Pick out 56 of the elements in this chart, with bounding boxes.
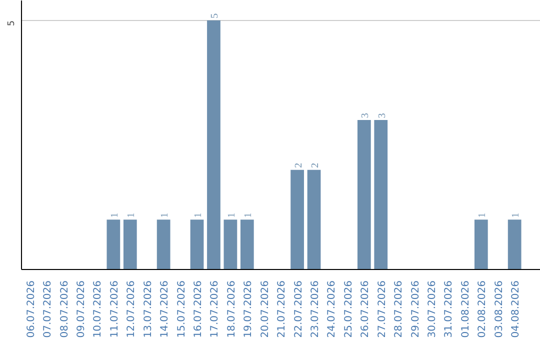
- data-label: 2: [310, 162, 322, 168]
- x-tick-label: 17.07.2026: [210, 280, 221, 338]
- x-tick-label: 07.07.2026: [42, 280, 54, 338]
- x-tick-label: 22.07.2026: [293, 280, 304, 338]
- bar: [224, 220, 238, 270]
- data-label: 2: [293, 162, 304, 168]
- data-label: 1: [226, 212, 238, 218]
- bar: [207, 20, 220, 270]
- data-label: 1: [243, 212, 254, 218]
- data-label: 1: [193, 212, 204, 218]
- bar: [190, 220, 204, 270]
- bar: [123, 220, 137, 270]
- data-label: 1: [126, 212, 138, 218]
- data-label: 1: [160, 212, 171, 218]
- x-tick-label: 12.07.2026: [126, 280, 138, 338]
- x-tick-label: 28.07.2026: [394, 280, 405, 338]
- data-label: 5: [210, 13, 221, 18]
- x-tick-label: 30.07.2026: [427, 280, 438, 338]
- data-label: 3: [376, 113, 388, 118]
- x-tick-label: 11.07.2026: [109, 280, 120, 338]
- x-tick-label: 31.07.2026: [444, 280, 455, 338]
- x-tick-label: 20.07.2026: [260, 280, 271, 338]
- bar: [156, 220, 170, 270]
- bar: [240, 220, 254, 270]
- x-tick-label: 02.08.2026: [477, 280, 488, 338]
- x-tick-label: 13.07.2026: [142, 280, 154, 338]
- bar: [307, 170, 321, 270]
- data-label: 3: [360, 113, 372, 118]
- x-tick-label: 09.07.2026: [76, 280, 87, 338]
- bar: [374, 120, 388, 270]
- x-tick-label: 15.07.2026: [176, 280, 188, 338]
- x-tick-label: 26.07.2026: [360, 280, 372, 338]
- x-tick-label: 19.07.2026: [243, 280, 254, 338]
- x-tick-label: 16.07.2026: [193, 280, 204, 338]
- bar: [357, 120, 371, 270]
- x-tick-label: 10.07.2026: [92, 280, 104, 338]
- bar: [290, 170, 304, 270]
- bar: [474, 220, 488, 270]
- x-tick-label: 29.07.2026: [410, 280, 422, 338]
- x-tick-label: 24.07.2026: [326, 280, 338, 338]
- x-tick-label: 18.07.2026: [226, 280, 238, 338]
- data-label: 1: [109, 212, 120, 218]
- x-tick-label: 14.07.2026: [160, 280, 171, 338]
- x-tick-label: 06.07.2026: [26, 280, 37, 338]
- x-tick-label: 08.07.2026: [59, 280, 70, 338]
- bar: [508, 220, 522, 270]
- x-tick-label: 03.08.2026: [494, 280, 505, 338]
- bar: [106, 220, 120, 270]
- x-tick-label: 25.07.2026: [343, 280, 354, 338]
- x-tick-label: 04.08.2026: [510, 280, 522, 338]
- x-tick-label: 23.07.2026: [310, 280, 322, 338]
- x-tick-label: 01.08.2026: [460, 280, 472, 338]
- x-tick-label: 27.07.2026: [376, 280, 388, 338]
- x-tick-label: 21.07.2026: [276, 280, 288, 338]
- data-label: 1: [477, 212, 488, 218]
- data-label: 1: [510, 212, 522, 218]
